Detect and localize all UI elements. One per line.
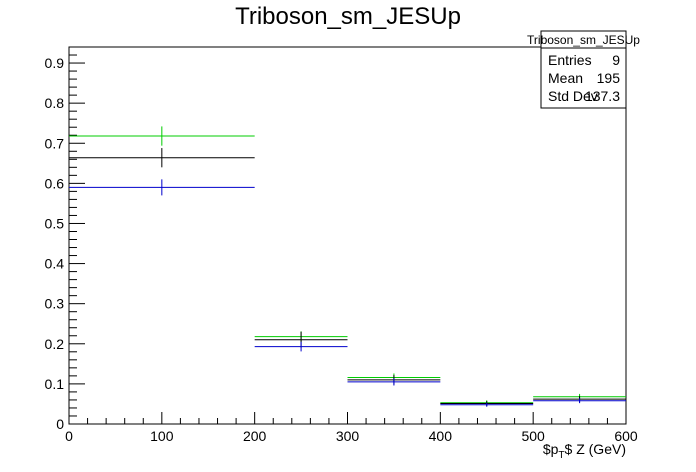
stats-stddev-value: 137.3 bbox=[585, 88, 620, 104]
stats-entries-label: Entries bbox=[548, 52, 592, 68]
stats-box: Triboson_sm_JESUp Entries 9 Mean 195 Std… bbox=[527, 30, 640, 109]
stats-box-title: Triboson_sm_JESUp bbox=[527, 33, 640, 47]
y-tick-label: 0.5 bbox=[45, 215, 65, 231]
stats-mean-value: 195 bbox=[597, 70, 621, 86]
series-1 bbox=[69, 148, 626, 406]
x-tick-label: 100 bbox=[150, 428, 174, 444]
chart-title: Triboson_sm_JESUp bbox=[235, 3, 461, 30]
stats-entries-value: 9 bbox=[612, 52, 620, 68]
stats-mean-label: Mean bbox=[548, 70, 583, 86]
y-tick-label: 0.9 bbox=[45, 55, 65, 71]
series-0 bbox=[69, 126, 626, 406]
y-tick-label: 0.7 bbox=[45, 135, 65, 151]
x-tick-label: 600 bbox=[614, 428, 638, 444]
y-axis: 0 0.1 0.2 0.3 0.4 0.5 0.6 0.7 0.8 0.9 bbox=[45, 54, 85, 432]
y-tick-label: 0.6 bbox=[45, 175, 65, 191]
y-tick-label: 0.2 bbox=[45, 336, 65, 352]
y-tick-label: 0.1 bbox=[45, 376, 65, 392]
x-tick-label: 400 bbox=[429, 428, 453, 444]
stats-box-border bbox=[540, 30, 627, 109]
x-tick-label: 500 bbox=[521, 428, 545, 444]
stats-stddev-label: Std Dev bbox=[548, 88, 598, 104]
series-2 bbox=[69, 179, 626, 407]
x-tick-label: 0 bbox=[65, 428, 73, 444]
y-tick-label: 0.8 bbox=[45, 95, 65, 111]
y-tick-label: 0.3 bbox=[45, 296, 65, 312]
data-series bbox=[69, 126, 626, 407]
x-tick-label: 200 bbox=[243, 428, 267, 444]
x-axis-label: $pT$ Z (GeV) bbox=[543, 441, 626, 461]
x-axis: 0 100 200 300 400 500 600 bbox=[65, 412, 638, 444]
y-tick-label: 0 bbox=[56, 416, 64, 432]
x-tick-label: 300 bbox=[336, 428, 360, 444]
y-tick-label: 0.4 bbox=[45, 256, 65, 272]
